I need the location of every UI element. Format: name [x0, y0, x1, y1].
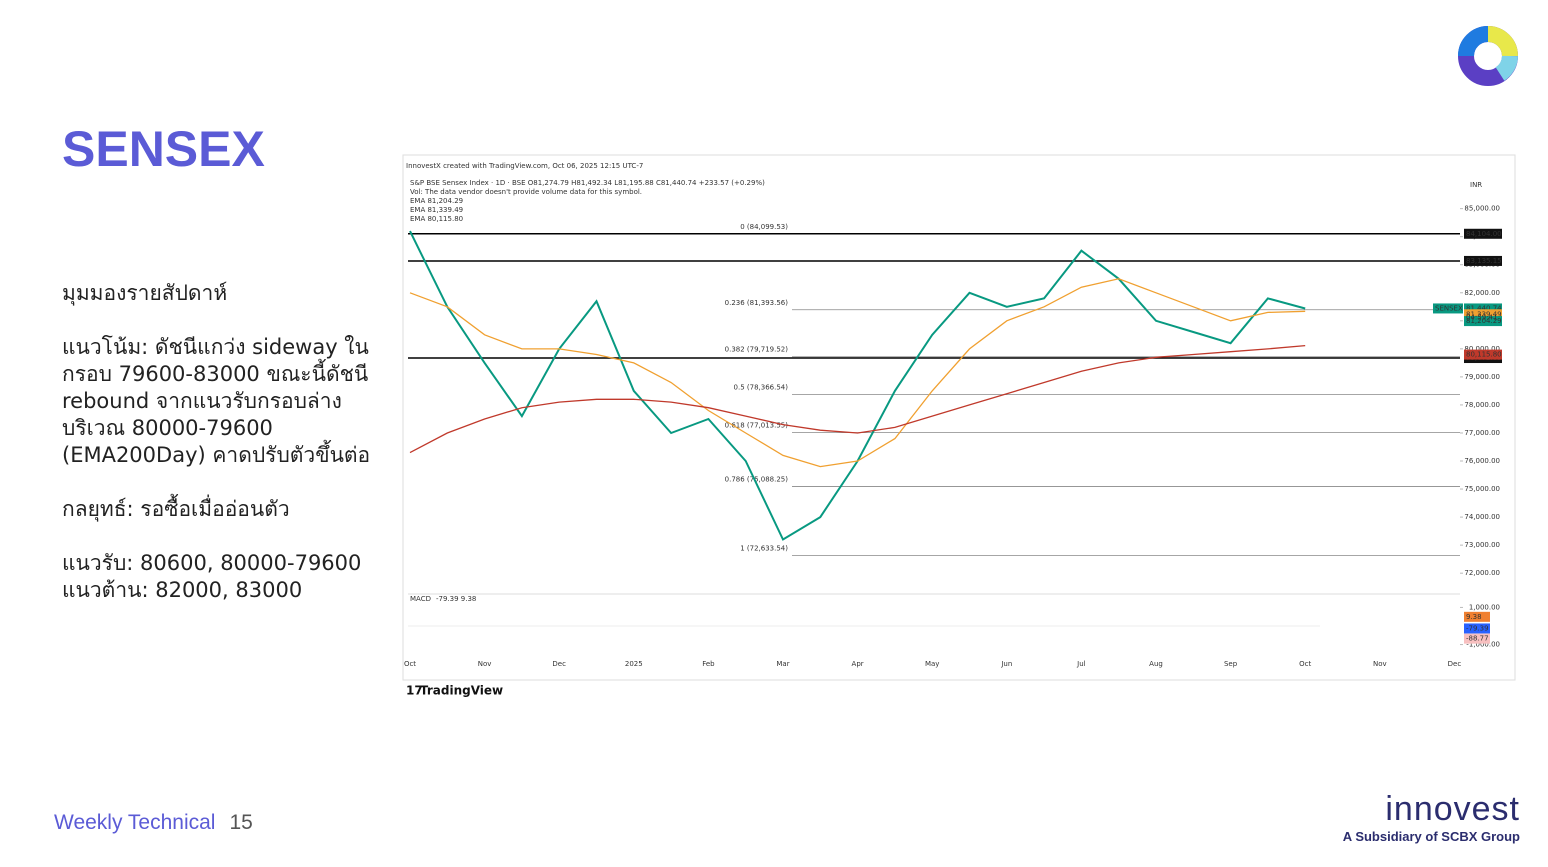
x-tick-label: Dec — [1448, 660, 1462, 668]
level-tag — [1464, 228, 1502, 239]
fib-label: 0.618 (77,013.55) — [725, 422, 789, 430]
price-tag — [1464, 316, 1502, 327]
brand-tagline: A Subsidiary of SCBX Group — [1342, 829, 1520, 844]
slide-title: SENSEX — [62, 121, 265, 177]
y-tick-label: 78,000.00 — [1464, 401, 1500, 409]
macd-tag-label: -79.39 — [1466, 624, 1489, 632]
logo-arc — [1495, 55, 1518, 81]
chart-header: EMA 81,204.29 — [410, 197, 463, 205]
footer-label: Weekly Technical — [54, 811, 216, 834]
macd-tag — [1464, 611, 1490, 622]
slide-body: มุมมองรายสัปดาห์ แนวโน้ม: ดัชนีแกว่ง sid… — [62, 280, 392, 604]
x-tick-label: Nov — [1373, 660, 1387, 668]
x-tick-label: Feb — [702, 660, 715, 668]
x-tick-label: Mar — [776, 660, 789, 668]
brand-name: innovest — [1385, 790, 1520, 828]
fib-label: 1 (72,633.54) — [740, 544, 788, 552]
macd-tick-label: -1,000.00 — [1466, 641, 1500, 649]
y-tick-label: 72,000.00 — [1464, 569, 1500, 577]
logo-arc — [1458, 26, 1489, 57]
x-tick-label: Aug — [1149, 660, 1163, 668]
paragraph: มุมมองรายสัปดาห์ — [62, 281, 228, 305]
level-tag — [1464, 255, 1502, 266]
symbol-tag — [1433, 303, 1463, 314]
logo-arc — [1487, 26, 1518, 57]
price-tag-label: 80,115.80 — [1466, 351, 1502, 359]
series-line — [409, 344, 1306, 454]
y-tick-label: 73,000.00 — [1464, 541, 1500, 549]
fib-label: 0.5 (78,366.54) — [734, 384, 789, 392]
watermark-icon: 17 — [406, 684, 423, 698]
y-tick-label: 80,000.00 — [1464, 345, 1500, 353]
chart-header: S&P BSE Sensex Index · 1D · BSE O81,274.… — [410, 179, 765, 187]
price-tag-label: 81,339.49 — [1466, 310, 1502, 318]
y-tick-label: 74,000.00 — [1464, 513, 1500, 521]
x-tick-label: May — [925, 660, 939, 668]
y-tick-label: 79,000.00 — [1464, 373, 1500, 381]
level-tag-label: 84,104.00 — [1466, 230, 1502, 238]
y-tick-label: 82,000.00 — [1464, 289, 1500, 297]
price-tag — [1464, 303, 1502, 314]
chart-frame — [402, 154, 1516, 681]
level-tag-label: 83,135.15 — [1466, 257, 1502, 265]
x-tick-label: Oct — [1299, 660, 1311, 668]
watermark: TradingView — [420, 684, 503, 698]
brand: innovest A Subsidiary of SCBX Group — [1343, 790, 1520, 844]
footer: Weekly Technical 15 — [54, 811, 253, 835]
price-tag-label: 81,440.74 — [1466, 304, 1502, 312]
macd-tag — [1464, 633, 1490, 644]
x-tick-label: 2025 — [625, 660, 643, 668]
fib-label: 0 (84,099.53) — [740, 223, 788, 231]
paragraph: แนวโน้ม: ดัชนีแกว่ง sideway ใน กรอบ 7960… — [62, 335, 371, 467]
macd-tag-label: 9.38 — [1466, 613, 1482, 621]
series-line — [409, 278, 1306, 468]
paragraph: แนวรับ: 80600, 80000-79600 — [62, 551, 362, 575]
chart-credit: InnovestX created with TradingView.com, … — [406, 162, 643, 170]
macd-title: MACD — [410, 595, 431, 603]
chart-header: Vol: The data vendor doesn't provide vol… — [410, 188, 642, 196]
paragraph: กลยุทธ์: รอซื้อเมื่ออ่อนตัว — [62, 497, 290, 521]
y-tick-label: 76,000.00 — [1464, 457, 1500, 465]
price-tag-label: 81,204.29 — [1466, 317, 1502, 325]
macd-tag-label: -88.77 — [1466, 635, 1489, 643]
fib-label: 0.236 (81,393.56) — [725, 299, 789, 307]
x-tick-label: Jul — [1076, 660, 1086, 668]
x-tick-label: Dec — [552, 660, 566, 668]
fib-label: 0.786 (75,088.25) — [725, 476, 789, 484]
y-tick-label: 77,000.00 — [1464, 429, 1500, 437]
macd-tag — [1464, 623, 1490, 634]
x-tick-label: Nov — [478, 660, 492, 668]
macd-tick-label: 1,000.00 — [1469, 603, 1500, 611]
currency: INR — [1470, 181, 1482, 189]
macd-readout: -79.39 9.38 — [436, 595, 476, 603]
y-tick-label: 85,000.00 — [1464, 205, 1500, 213]
y-tick-label: 75,000.00 — [1464, 485, 1500, 493]
x-tick-label: Jun — [1000, 660, 1012, 668]
x-tick-label: Oct — [404, 660, 416, 668]
paragraph: แนวต้าน: 82000, 83000 — [62, 578, 303, 602]
fib-label: 0.382 (79,719.52) — [725, 346, 789, 354]
symbol-tag-label: SENSEX — [1435, 304, 1463, 312]
x-tick-label: Sep — [1224, 660, 1238, 668]
chart-header: EMA 80,115.80 — [410, 215, 463, 223]
price-tag — [1464, 309, 1502, 320]
chart-header: EMA 81,339.49 — [410, 206, 463, 214]
countdown: 04:59:41 — [1466, 313, 1497, 321]
page-number: 15 — [229, 811, 253, 834]
x-tick-label: Apr — [852, 660, 864, 668]
price-tag — [1464, 349, 1502, 360]
logo — [1458, 26, 1518, 86]
